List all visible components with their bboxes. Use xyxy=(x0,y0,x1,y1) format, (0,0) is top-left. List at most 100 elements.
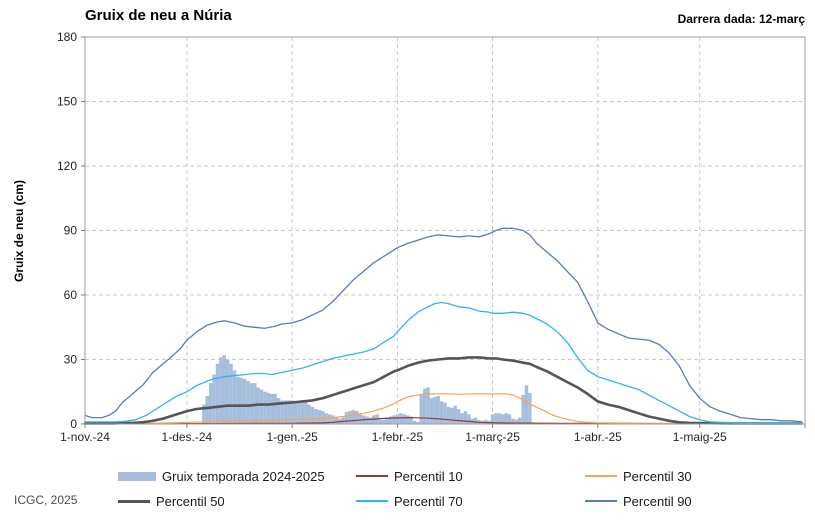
snow-depth-bar xyxy=(344,412,349,424)
y-tick-label: 90 xyxy=(64,224,78,238)
snow-depth-bar xyxy=(334,417,339,424)
snow-depth-bar xyxy=(222,355,226,424)
snow-depth-bar xyxy=(239,377,243,424)
source-credit: ICGC, 2025 xyxy=(14,493,78,507)
snow-depth-bar xyxy=(528,392,532,424)
snow-depth-bar xyxy=(355,411,359,424)
legend-label: Percentil 90 xyxy=(623,493,692,509)
y-tick-label: 120 xyxy=(57,159,77,173)
snow-depth-bar xyxy=(229,363,233,424)
snow-depth-bar xyxy=(412,420,417,424)
snow-depth-bar xyxy=(436,396,440,424)
x-tick-label: 1-gen.-25 xyxy=(266,430,318,444)
line-percentil-90 xyxy=(84,227,803,423)
legend-item-percentil-50: Percentil 50 xyxy=(118,492,225,510)
legend-label: Gruix temporada 2024-2025 xyxy=(162,468,325,484)
snow-depth-bar xyxy=(307,404,311,424)
snow-depth-bar xyxy=(511,418,515,424)
snow-depth-bar xyxy=(283,400,288,424)
snow-depth-bar xyxy=(433,397,437,424)
snow-depth-bar xyxy=(280,400,284,424)
percentil-70-line-swatch xyxy=(356,500,388,502)
last-data-label: Darrera dada: 12-març xyxy=(677,12,805,26)
snow-depth-bar xyxy=(225,359,230,424)
legend-label: Percentil 10 xyxy=(394,468,463,484)
snow-depth-bar xyxy=(348,411,352,424)
snow-depth-bar xyxy=(409,416,413,424)
snow-depth-bar xyxy=(246,381,250,424)
season-bar-swatch xyxy=(118,471,156,481)
snow-depth-bar xyxy=(219,357,223,424)
x-tick-label: 1-maig-25 xyxy=(673,430,727,444)
percentil-10-line-swatch xyxy=(356,475,388,477)
x-tick-label: 1-nov.-24 xyxy=(60,430,110,444)
legend-item-percentil-70: Percentil 70 xyxy=(356,492,463,510)
y-tick-label: 30 xyxy=(64,353,78,367)
snow-depth-bar xyxy=(236,376,240,424)
legend-label: Percentil 30 xyxy=(623,468,692,484)
snow-depth-bar xyxy=(249,383,254,424)
y-tick-label: 180 xyxy=(57,30,77,44)
snow-depth-bar xyxy=(453,405,457,424)
snow-depth-bar xyxy=(242,378,247,424)
snow-depth-bar xyxy=(351,410,355,424)
snow-depth-bar xyxy=(439,401,444,424)
legend-item-season: Gruix temporada 2024-2025 xyxy=(118,467,325,485)
snow-depth-bar xyxy=(341,417,345,424)
snow-depth-bar xyxy=(205,396,209,424)
snow-depth-bar xyxy=(385,417,389,424)
x-tick-label: 1-abr.-25 xyxy=(574,430,622,444)
snow-depth-bar xyxy=(514,419,519,424)
snow-depth-bar xyxy=(297,401,301,424)
snow-depth-bar xyxy=(378,419,383,424)
snow-depth-bar xyxy=(405,415,410,424)
line-percentil-50 xyxy=(83,356,803,425)
x-tick-label: 1-març-25 xyxy=(465,430,520,444)
snow-depth-bar xyxy=(317,410,322,424)
chart-title: Gruix de neu a Núria xyxy=(85,7,232,24)
line-percentil-70 xyxy=(84,301,803,424)
snow-depth-bar xyxy=(276,398,281,424)
snow-depth-bar xyxy=(208,383,213,424)
snow-depth-bar xyxy=(460,413,464,424)
snow-depth-bar xyxy=(518,417,522,424)
snow-depth-bar xyxy=(215,363,220,424)
snow-depth-bar xyxy=(270,393,274,424)
snow-depth-bar xyxy=(524,385,529,424)
snow-depth-bar xyxy=(521,394,525,424)
percentil-30-line-swatch xyxy=(585,475,617,477)
snow-depth-bar xyxy=(304,402,308,424)
x-tick-label: 1-des.-24 xyxy=(162,430,213,444)
legend-item-percentil-30: Percentil 30 xyxy=(585,467,692,485)
snow-depth-bar xyxy=(232,370,237,424)
snow-depth-bar xyxy=(429,398,434,424)
snow-depth-bar xyxy=(416,421,420,424)
legend-item-percentil-90: Percentil 90 xyxy=(585,492,692,510)
snow-depth-bar xyxy=(501,414,505,424)
snow-depth-bar xyxy=(497,413,502,424)
snow-depth-bar xyxy=(300,402,305,424)
snow-depth-bar xyxy=(467,414,471,424)
legend-label: Percentil 50 xyxy=(156,493,225,509)
snow-depth-bar xyxy=(259,389,264,424)
snow-depth-bar xyxy=(443,402,447,424)
plot-svg: 0 30 60 90 120 150 180 1-nov.-24 1-des.-24 1-gen.… xyxy=(57,30,806,444)
snow-depth-bar xyxy=(310,406,315,424)
legend-label: Percentil 70 xyxy=(394,493,463,509)
snow-depth-bar xyxy=(368,417,372,424)
snow-depth-bar xyxy=(202,404,206,424)
snow-depth-bar xyxy=(494,413,498,424)
snow-depth-bar xyxy=(273,393,277,424)
snow-depth-bar xyxy=(490,414,495,424)
snow-depth-bar xyxy=(419,393,423,424)
snow-depth-bar xyxy=(382,419,386,424)
snow-depth-bar xyxy=(263,391,267,424)
snow-depth-bar xyxy=(504,413,508,424)
snow-depth-bar xyxy=(358,413,362,424)
snow-depth-bar xyxy=(324,413,328,424)
snow-depth-bar xyxy=(388,416,393,424)
snow-depth-bar xyxy=(331,415,335,424)
y-tick-label: 150 xyxy=(57,95,77,109)
snow-depth-bar xyxy=(365,416,369,424)
